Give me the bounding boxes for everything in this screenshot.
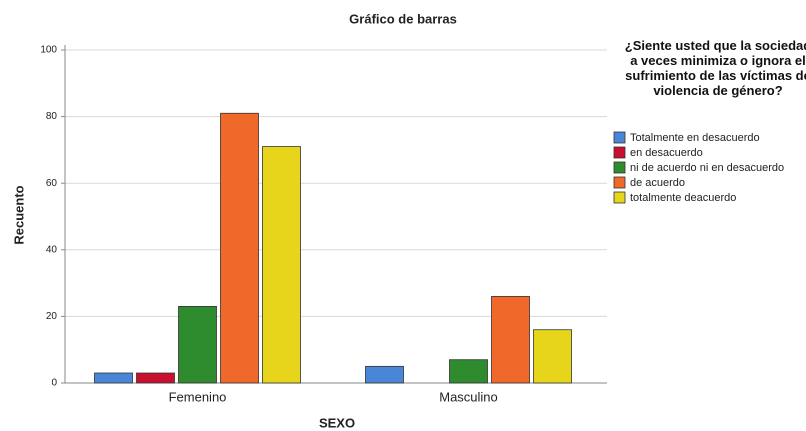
legend-label: ni de acuerdo ni en desacuerdo [630,162,784,174]
y-tick-label: 40 [46,244,58,255]
legend-label: totalmente deacuerdo [630,192,736,204]
bar [94,372,133,384]
legend-swatch [613,176,626,189]
y-tick-label: 0 [51,378,57,389]
x-tick-label: Femenino [169,389,227,404]
y-tick-label: 80 [46,111,58,122]
y-tick-label: 100 [40,45,57,56]
bar [365,365,404,384]
legend-label: en desacuerdo [630,147,703,159]
bar [136,372,175,384]
legend-title: ¿Siente usted que la sociedad a veces mi… [624,38,806,98]
y-axis-label: Recuento [11,185,26,244]
bar [178,306,217,384]
legend-swatch [613,146,626,159]
y-tick-label: 60 [46,178,58,189]
legend-label: de acuerdo [630,177,685,189]
bar [262,146,301,384]
legend-swatch [613,161,626,174]
bar [491,296,530,384]
x-axis-label: SEXO [319,415,355,430]
chart-title: Gráfico de barras [349,11,457,26]
legend-label: Totalmente en desacuerdo [630,132,760,144]
x-tick-label: Masculino [439,389,498,404]
legend-swatch [613,131,626,144]
y-tick-label: 20 [46,311,58,322]
bar [533,329,572,384]
legend-swatch [613,191,626,204]
bar [220,112,259,384]
bar [449,359,488,384]
legend-title-box: ¿Siente usted que la sociedad a veces mi… [624,38,806,98]
